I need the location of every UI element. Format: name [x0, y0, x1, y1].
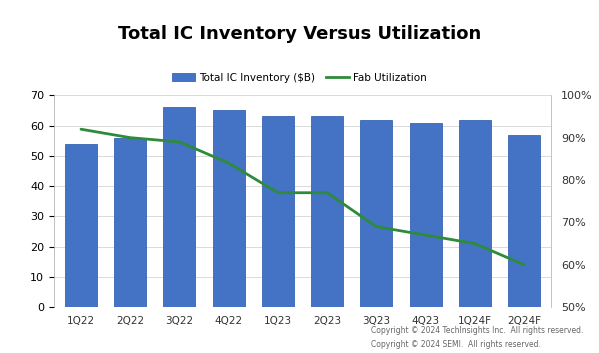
- Bar: [213, 110, 244, 307]
- Text: Copyright © 2024 TechInsights Inc.  All rights reserved.: Copyright © 2024 TechInsights Inc. All r…: [371, 327, 584, 335]
- Bar: [262, 116, 294, 307]
- Bar: [361, 120, 392, 307]
- Text: Total IC Inventory Versus Utilization: Total IC Inventory Versus Utilization: [118, 25, 481, 43]
- Bar: [164, 107, 195, 307]
- Bar: [459, 120, 491, 307]
- Text: Copyright © 2024 SEMI.  All rights reserved.: Copyright © 2024 SEMI. All rights reserv…: [371, 341, 541, 349]
- Bar: [508, 134, 540, 307]
- Bar: [114, 138, 146, 307]
- Bar: [65, 144, 97, 307]
- Bar: [311, 116, 343, 307]
- Bar: [410, 122, 441, 307]
- Legend: Total IC Inventory ($B), Fab Utilization: Total IC Inventory ($B), Fab Utilization: [168, 69, 431, 87]
